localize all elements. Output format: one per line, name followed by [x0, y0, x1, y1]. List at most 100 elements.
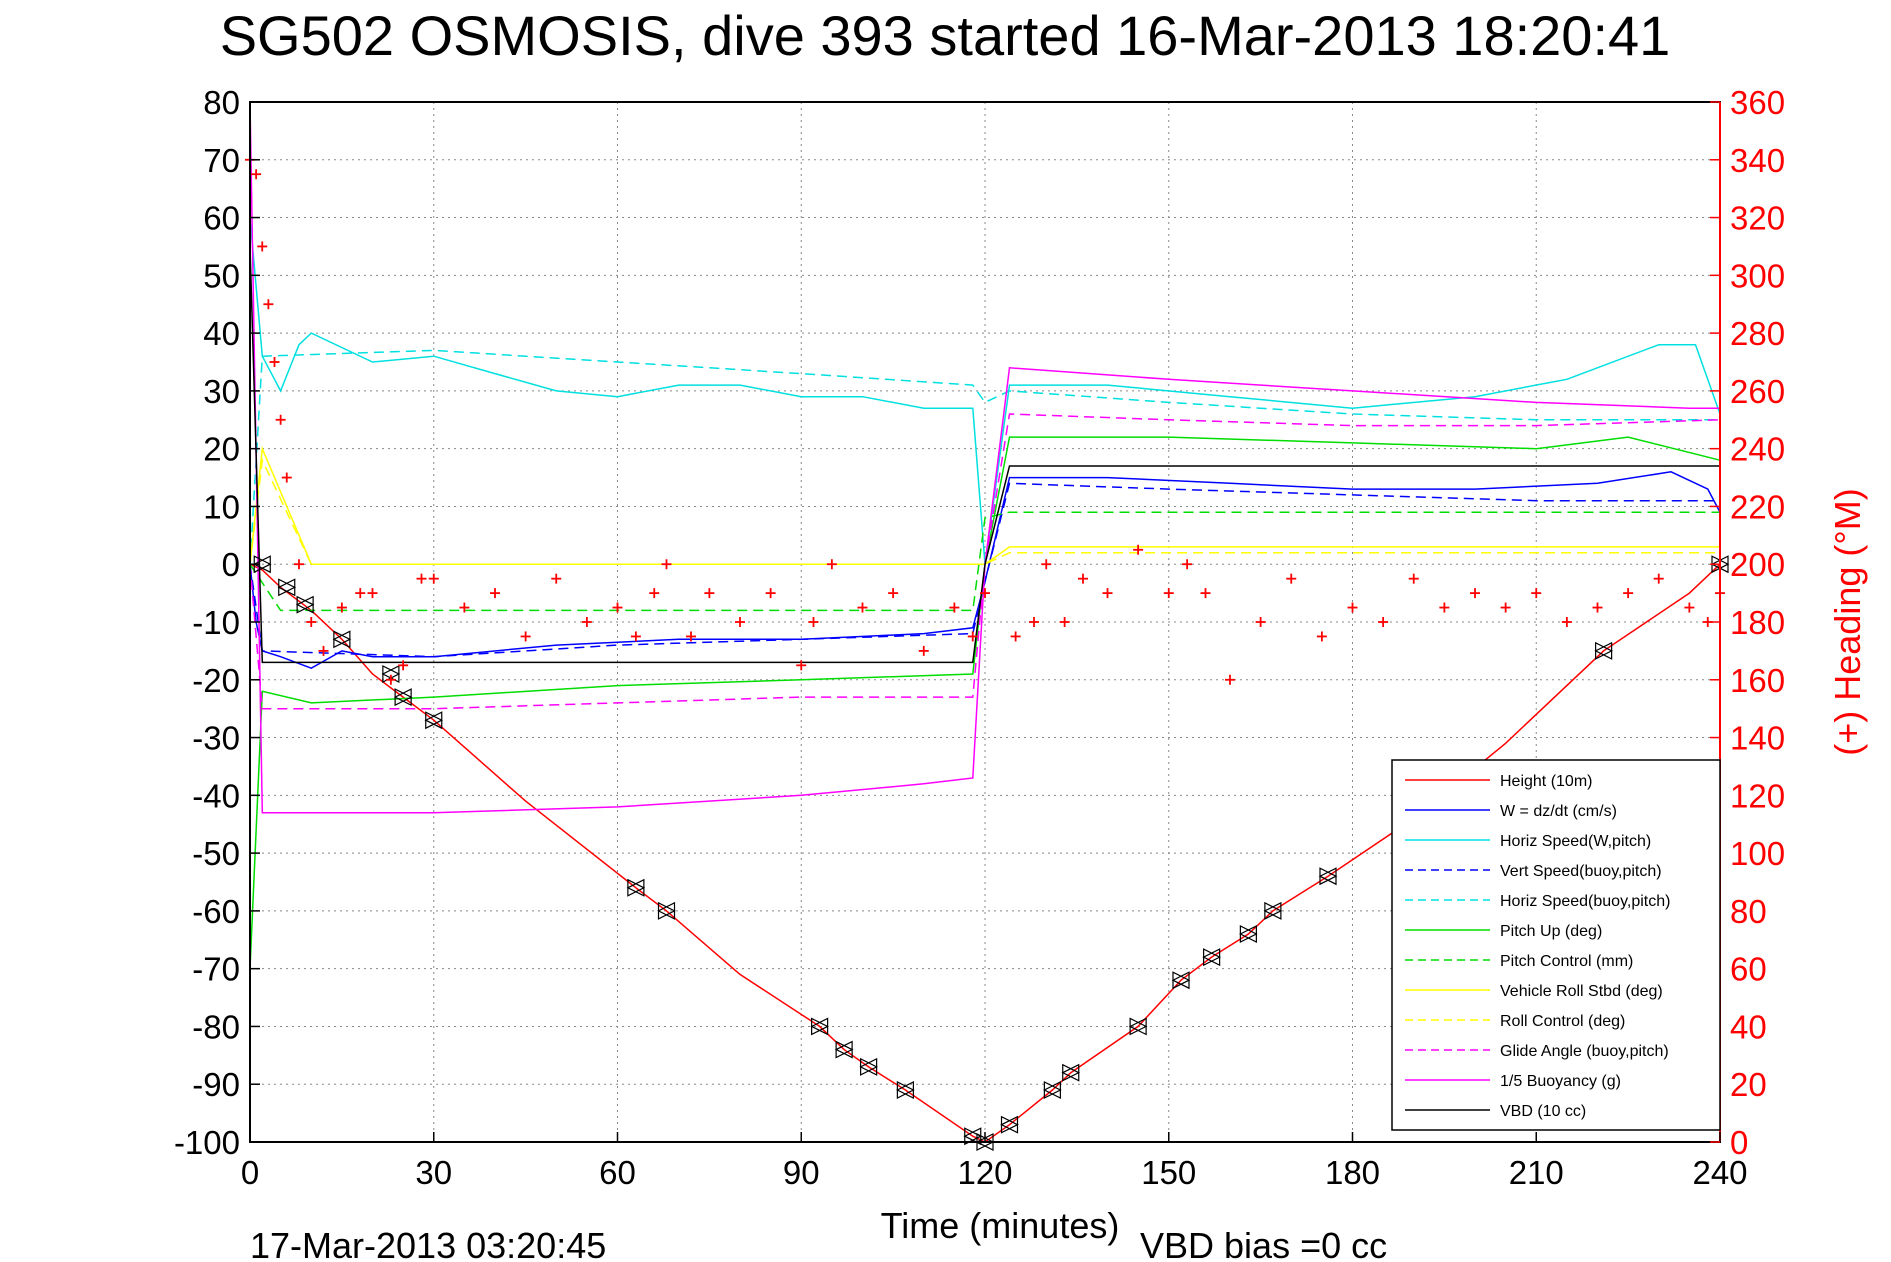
x-tick-label: 180 [1325, 1154, 1380, 1191]
x-tick-label: 210 [1509, 1154, 1564, 1191]
heading-point [1010, 631, 1021, 642]
heading-point [735, 617, 745, 627]
heading-point [1378, 617, 1389, 627]
heading-point [581, 617, 592, 627]
vehicle-marker [1043, 1081, 1061, 1099]
x-tick-label: 240 [1692, 1154, 1747, 1191]
heading-point [459, 602, 470, 613]
vehicle-marker [896, 1081, 914, 1099]
heading-point [1684, 602, 1695, 613]
legend-box [1391, 759, 1721, 1131]
legend-label-1: W = dz/dt (cm/s) [1500, 803, 1617, 820]
heading-point [1059, 617, 1070, 627]
heading-point [888, 588, 899, 599]
vehicle-marker [810, 1017, 829, 1036]
vehicle-marker [1318, 867, 1337, 886]
heading-point [796, 660, 807, 671]
legend-label-3: Vert Speed(buoy,pitch) [1500, 863, 1662, 880]
vehicle-marker [252, 555, 271, 574]
vehicle-marker [332, 630, 351, 649]
heading-point [1500, 602, 1511, 613]
heading-point [704, 588, 715, 599]
heading-point [967, 631, 978, 642]
vehicle-marker [1171, 971, 1190, 990]
heading-point [1531, 588, 1542, 599]
y2-tick-label: 180 [1730, 604, 1785, 641]
series-line-8 [249, 457, 1720, 565]
y2-axis-ticks: 3603403203002802602402202001801601401201… [1710, 84, 1785, 1161]
y-tick-label: 50 [203, 257, 240, 294]
y-tick-label: 60 [203, 200, 240, 237]
y2-tick-label: 0 [1730, 1124, 1748, 1161]
vehicle-marker [1061, 1063, 1080, 1082]
heading-point [1133, 544, 1144, 555]
heading-point [1255, 617, 1266, 627]
heading-point [1078, 573, 1088, 584]
vehicle-marker [1594, 641, 1613, 660]
y2-tick-label: 60 [1730, 951, 1767, 988]
heading-point [1408, 573, 1419, 584]
y2-tick-label: 220 [1730, 488, 1785, 525]
heading-point [263, 299, 274, 310]
x-tick-label: 60 [599, 1154, 636, 1191]
y-tick-label: -40 [192, 777, 240, 814]
heading-point [294, 559, 304, 570]
legend: Height (10m) W = dz/dt (cm/s) Horiz Speed(… [1391, 759, 1721, 1131]
heading-point [1182, 559, 1193, 570]
chart-title: SG502 OSMOSIS, dive 393 started 16-Mar-2… [220, 4, 1671, 67]
y-tick-label: 40 [203, 315, 240, 352]
y2-tick-label: 120 [1730, 777, 1785, 814]
heading-point [686, 631, 696, 642]
series-line-6 [249, 511, 1720, 612]
vehicle-marker [393, 688, 412, 707]
x-axis-ticks: 0 30 60 90 120 150 180 210 240 [241, 1132, 1748, 1191]
heading-point [336, 602, 347, 613]
y-tick-label: -60 [192, 893, 240, 930]
vehicle-marker [277, 578, 296, 597]
series-line-4 [249, 349, 1720, 565]
x-tick-label: 30 [415, 1154, 452, 1191]
y2-tick-label: 140 [1730, 720, 1785, 757]
y2-tick-label: 240 [1730, 431, 1785, 468]
y2-tick-label: 100 [1730, 835, 1785, 872]
y-tick-label: 70 [203, 142, 240, 179]
vehicle-marker [859, 1057, 878, 1076]
y-tick-label: -100 [174, 1124, 240, 1161]
vehicle-marker [1128, 1017, 1147, 1036]
y2-tick-label: 160 [1730, 662, 1785, 699]
heading-point [649, 588, 660, 599]
legend-label-10: 1/5 Buoyancy (g) [1500, 1073, 1621, 1090]
vehicle-marker [626, 878, 645, 897]
legend-label-0: Height (10m) [1500, 773, 1592, 790]
heading-point [1623, 588, 1634, 599]
heading-point [1561, 617, 1572, 627]
heading-point [612, 602, 623, 613]
heading-point [1286, 573, 1297, 584]
heading-point [1225, 674, 1235, 685]
heading-point [1102, 588, 1113, 599]
y2-tick-label: 360 [1730, 84, 1785, 121]
heading-point [367, 588, 378, 599]
heading-point [306, 617, 317, 627]
heading-point [1470, 588, 1480, 599]
series-line-1 [249, 471, 1721, 670]
footer-timestamp: 17-Mar-2013 03:20:45 [250, 1225, 606, 1262]
series-line-11 [249, 246, 1720, 664]
heading-point [980, 588, 990, 599]
heading-point [630, 631, 641, 642]
vehicle-marker [1263, 901, 1282, 920]
y-tick-label: -30 [192, 720, 240, 757]
heading-point [428, 573, 439, 584]
series-line-10 [249, 101, 1720, 814]
vehicle-marker [657, 901, 676, 920]
y-tick-label: 10 [203, 488, 240, 525]
heading-point [281, 472, 292, 483]
heading-point [318, 645, 329, 656]
heading-point [1029, 617, 1039, 627]
heading-point [416, 573, 427, 584]
y2-tick-label: 20 [1730, 1066, 1767, 1103]
vehicle-marker [834, 1040, 853, 1059]
x-tick-label: 90 [783, 1154, 820, 1191]
x-axis-label: Time (minutes) [881, 1205, 1120, 1246]
x-tick-label: 120 [957, 1154, 1012, 1191]
